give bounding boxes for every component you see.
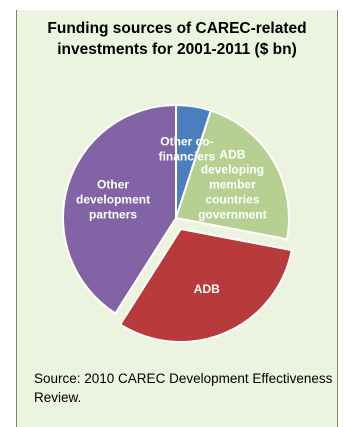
chart-title: Funding sources of CAREC-related investm…: [47, 20, 307, 58]
pie-slice-2: [118, 227, 293, 343]
slice-label-1: ADB developing member countries government: [198, 148, 267, 222]
pie-chart: Other co-financiers ADB developing member co…: [62, 103, 293, 343]
slice-label-3: Other development partners: [76, 178, 150, 222]
pie-slice-1: [174, 109, 290, 241]
slice-label-0: Other co-financiers: [159, 134, 216, 163]
slice-label-2: ADB: [194, 282, 220, 296]
source-note: Source: 2010 CAREC Development Effective…: [34, 371, 333, 405]
chart-panel: Funding sources of CAREC-related investm…: [16, 10, 338, 427]
pie-slice-3: [62, 103, 177, 315]
